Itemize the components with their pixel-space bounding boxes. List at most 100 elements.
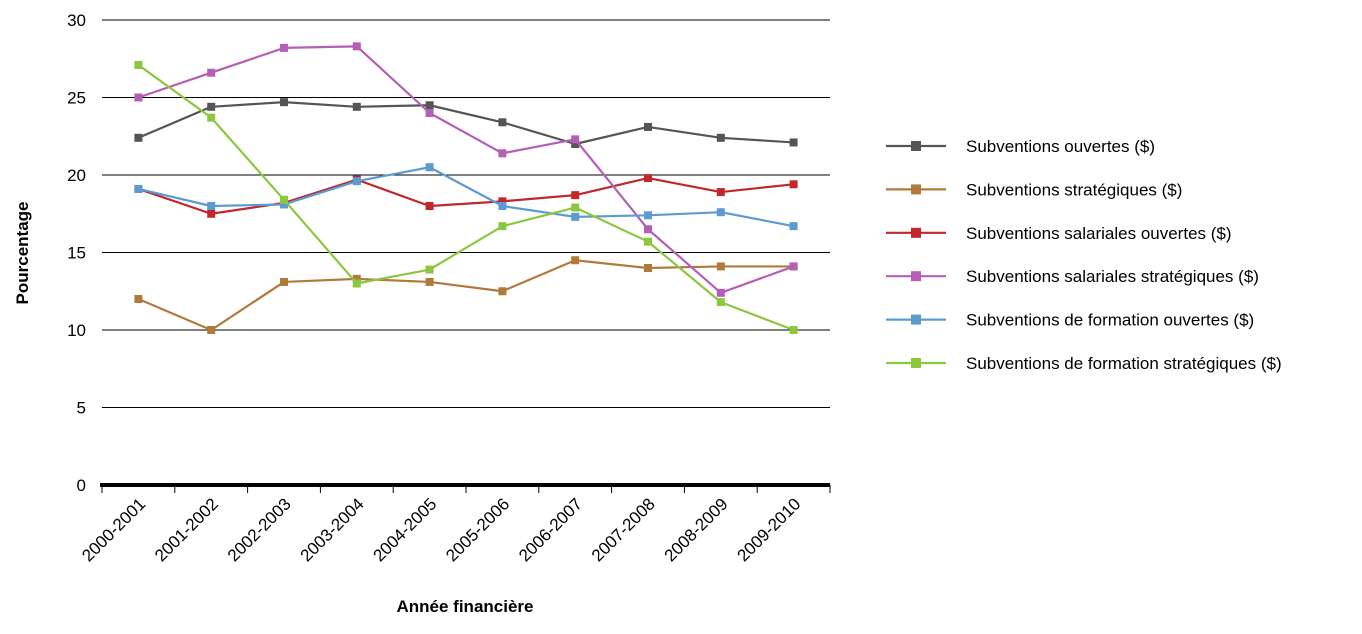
x-tick-label: 2004-2005 <box>369 494 440 565</box>
data-point-marker <box>644 211 652 220</box>
data-point-marker <box>352 274 361 283</box>
series-line <box>138 177 794 215</box>
series-layer <box>134 42 798 334</box>
data-point-marker <box>789 262 798 271</box>
legend-marker <box>911 141 921 151</box>
legend-item: Subventions ouvertes ($) <box>886 137 1155 156</box>
legend-marker <box>911 314 921 325</box>
data-point-marker <box>716 133 725 142</box>
data-point-marker <box>716 298 725 307</box>
series-1 <box>134 98 798 148</box>
data-point-marker <box>352 279 361 288</box>
data-point-marker <box>571 203 580 212</box>
data-point-marker <box>789 180 798 189</box>
x-tick-label: 2009-2010 <box>733 494 804 565</box>
y-tick-label: 10 <box>67 321 86 340</box>
data-point-marker <box>789 222 798 231</box>
data-point-marker <box>498 118 507 127</box>
legend-item: Subventions de formation ouvertes ($) <box>886 311 1254 330</box>
data-point-marker <box>571 140 580 148</box>
data-point-marker <box>280 43 288 52</box>
legend: Subventions ouvertes ($) Subventions stra… <box>886 137 1282 373</box>
data-point-marker <box>280 195 288 204</box>
series-line <box>138 45 794 294</box>
data-point-marker <box>134 60 143 69</box>
data-point-marker <box>425 109 434 117</box>
x-tick-label: 2006-2007 <box>515 494 586 565</box>
data-point-marker <box>425 163 434 172</box>
data-point-marker <box>498 222 507 231</box>
series-2 <box>134 256 798 334</box>
legend-marker <box>911 227 921 238</box>
data-point-marker <box>134 133 143 142</box>
data-point-marker <box>498 149 507 158</box>
x-tick-label: 2002-2003 <box>224 494 295 565</box>
data-point-marker <box>716 288 725 297</box>
data-point-marker <box>134 184 143 193</box>
legend-label: Subventions salariales stratégiques ($) <box>966 267 1259 286</box>
y-tick-label: 0 <box>77 476 86 495</box>
data-point-marker <box>134 295 143 303</box>
data-point-marker <box>571 256 580 265</box>
series-4 <box>134 42 798 297</box>
data-point-marker <box>644 122 652 131</box>
data-point-marker <box>498 202 507 210</box>
legend-marker <box>911 271 921 282</box>
legend-label: Subventions de formation ouvertes ($) <box>966 311 1254 330</box>
y-tick-label: 20 <box>67 166 86 185</box>
series-line <box>138 166 794 228</box>
legend-label: Subventions stratégiques ($) <box>966 180 1182 199</box>
y-axis-title: Pourcentage <box>13 202 32 305</box>
data-point-marker <box>644 225 652 234</box>
data-point-marker <box>644 237 652 246</box>
legend-marker <box>911 184 921 195</box>
data-point-marker <box>352 42 361 51</box>
data-point-marker <box>789 326 798 334</box>
y-tick-label: 5 <box>77 399 86 418</box>
data-point-marker <box>207 113 216 122</box>
data-point-marker <box>207 326 216 334</box>
y-tick-label: 30 <box>67 11 86 30</box>
x-tick-label: 2003-2004 <box>297 494 368 565</box>
x-tick-label: 2007-2008 <box>588 494 659 565</box>
legend-item: Subventions stratégiques ($) <box>886 180 1182 199</box>
data-point-marker <box>425 277 434 286</box>
data-point-marker <box>425 202 434 210</box>
y-tick-label: 25 <box>67 89 86 108</box>
data-point-marker <box>207 202 216 210</box>
series-6 <box>134 60 798 334</box>
data-point-marker <box>789 138 798 147</box>
data-point-marker <box>716 208 725 217</box>
legend-label: Subventions salariales ouvertes ($) <box>966 224 1232 243</box>
data-point-marker <box>425 101 434 110</box>
series-line <box>137 101 794 146</box>
grid-layer <box>102 19 830 408</box>
data-point-marker <box>425 265 434 274</box>
data-point-marker <box>716 188 725 197</box>
data-point-marker <box>280 277 288 286</box>
data-point-marker <box>352 177 361 186</box>
x-tick-label: 2000-2001 <box>78 494 149 565</box>
data-point-marker <box>134 93 143 102</box>
data-point-marker <box>207 68 216 77</box>
series-line <box>137 259 794 332</box>
data-point-marker <box>352 102 361 111</box>
data-point-marker <box>644 174 652 183</box>
data-point-marker <box>280 98 288 107</box>
data-point-marker <box>644 264 652 272</box>
x-axis-title: Année financière <box>397 597 534 616</box>
series-line <box>137 64 794 332</box>
series-3 <box>134 174 798 218</box>
legend-item: Subventions de formation stratégiques ($… <box>886 354 1282 373</box>
y-tick-label: 15 <box>67 244 86 263</box>
legend-marker <box>911 358 921 368</box>
legend-item: Subventions salariales ouvertes ($) <box>886 224 1232 243</box>
x-tick-label: 2008-2009 <box>661 494 732 565</box>
data-point-marker <box>716 262 725 271</box>
data-point-marker <box>498 287 507 296</box>
legend-item: Subventions salariales stratégiques ($) <box>886 267 1259 286</box>
series-5 <box>134 163 798 231</box>
legend-label: Subventions de formation stratégiques ($… <box>966 354 1282 373</box>
